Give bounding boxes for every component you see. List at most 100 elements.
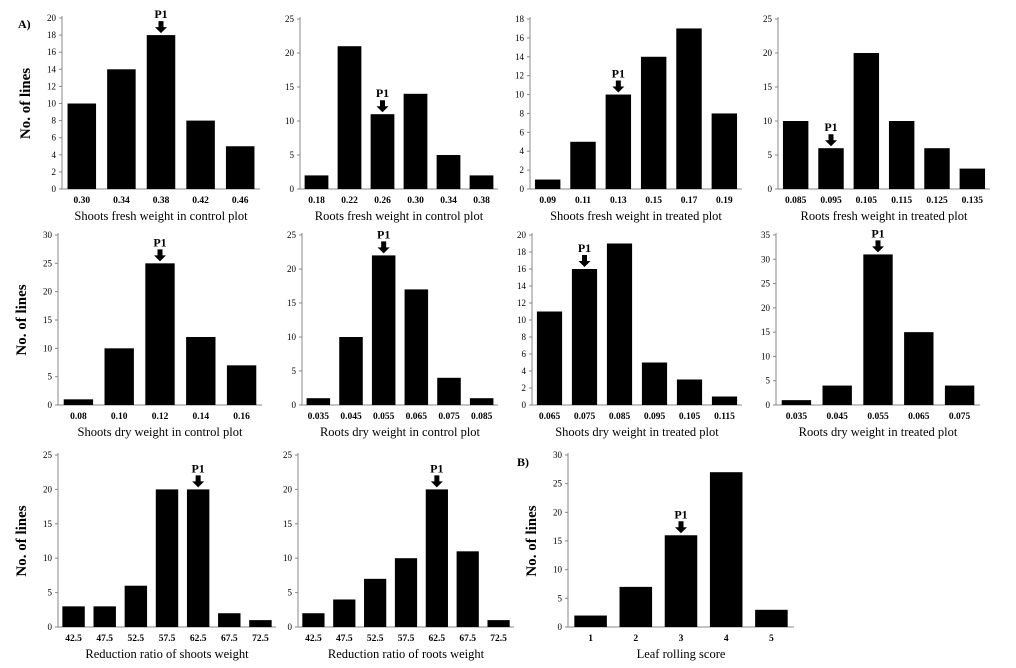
bar-67.5 — [456, 551, 479, 627]
bar-0.065 — [904, 332, 934, 405]
panel-letter-b: B) — [517, 455, 529, 469]
y-tick-label: 30 — [761, 254, 771, 264]
bar-0.115 — [711, 396, 738, 405]
y-tick-label: 20 — [517, 230, 527, 240]
y-tick-label: 10 — [515, 90, 525, 100]
y-tick-label: 12 — [47, 81, 56, 91]
y-tick-label: 30 — [43, 230, 53, 240]
bar-0.19 — [711, 113, 738, 189]
chart-panel-1: 0 2 4 6 8 10 12 14 16 18 20 0.30 0.34 0.38 0.42 0.46 P1 S… — [18, 7, 260, 223]
y-tick-label: 4 — [52, 150, 57, 160]
x-category-label: 0.17 — [681, 196, 698, 206]
x-category-label: 0.38 — [153, 196, 170, 206]
bar-0.105 — [853, 53, 880, 189]
x-category-label: 57.5 — [159, 634, 176, 644]
bar-0.17 — [676, 28, 702, 190]
bar-0.075 — [437, 377, 461, 405]
x-category-label: 0.105 — [856, 196, 878, 206]
y-tick-label: 20 — [47, 13, 57, 23]
arrow-down-icon — [377, 241, 390, 254]
x-category-label: 62.5 — [190, 634, 207, 644]
p1-marker-label: P1 — [154, 7, 167, 21]
x-category-label: 3 — [679, 634, 684, 644]
x-category-label: 0.22 — [341, 196, 358, 206]
bar-0.125 — [924, 148, 950, 189]
y-axis-label: No. of lines — [524, 505, 540, 576]
y-tick-label: 2 — [520, 165, 525, 175]
x-axis-label: Shoots dry weight in treated plot — [555, 425, 719, 439]
x-category-label: 0.105 — [679, 412, 701, 422]
x-category-label: 0.115 — [714, 412, 735, 422]
y-tick-label: 4 — [520, 146, 525, 156]
y-tick-label: 30 — [553, 450, 563, 460]
x-category-label: 72.5 — [252, 634, 269, 644]
y-tick-label: 5 — [48, 372, 53, 382]
bar-47.5 — [333, 599, 356, 627]
bar-57.5 — [155, 489, 179, 627]
y-tick-label: 5 — [288, 588, 293, 598]
y-tick-label: 5 — [48, 588, 53, 598]
y-tick-label: 5 — [558, 593, 563, 603]
p1-marker-label: P1 — [674, 507, 687, 521]
bar-0.34 — [436, 155, 461, 189]
y-tick-label: 20 — [283, 484, 293, 494]
bar-0.075 — [571, 269, 598, 405]
bar-0.055 — [371, 255, 396, 405]
p1-marker-label: P1 — [824, 120, 837, 134]
y-tick-label: 10 — [43, 343, 53, 353]
y-tick-label: 0 — [558, 622, 563, 632]
y-tick-label: 14 — [515, 52, 525, 62]
y-tick-label: 0 — [766, 400, 771, 410]
y-tick-label: 10 — [761, 351, 771, 361]
bar-52.5 — [364, 578, 387, 627]
bar-42.5 — [62, 606, 85, 627]
y-tick-label: 25 — [761, 279, 771, 289]
bar-0.065 — [404, 289, 429, 405]
y-tick-label: 18 — [517, 247, 527, 257]
y-tick-label: 15 — [43, 315, 53, 325]
x-category-label: 52.5 — [367, 634, 384, 644]
bar-0.30 — [67, 103, 97, 189]
bar-0.055 — [863, 254, 893, 405]
x-category-label: 0.42 — [192, 196, 209, 206]
x-axis-label: Roots fresh weight in control plot — [315, 209, 484, 223]
x-category-label: 0.035 — [786, 412, 808, 422]
chart-panel-2: 0 5 10 15 20 25 0.18 0.22 0.26 0.30 0.34 0.38 P1 Root… — [285, 14, 498, 223]
y-tick-label: 25 — [283, 450, 293, 460]
x-axis-label: Reduction ratio of roots weight — [328, 647, 485, 661]
x-category-label: 4 — [724, 634, 729, 644]
bar-57.5 — [394, 558, 418, 627]
arrow-down-icon — [154, 249, 166, 262]
x-axis-label: Shoots dry weight in control plot — [78, 425, 243, 439]
x-category-label: 72.5 — [490, 634, 507, 644]
x-category-label: 0.16 — [233, 412, 250, 422]
chart-panel-4: 0 5 10 15 20 25 0.085 0.095 0.105 0.115 0.125 0.135… — [763, 14, 990, 223]
x-category-label: 0.34 — [440, 196, 457, 206]
x-category-label: 0.14 — [192, 412, 209, 422]
bar-0.15 — [640, 56, 667, 190]
x-category-label: 0.085 — [785, 196, 807, 206]
bar-0.095 — [641, 362, 668, 405]
p1-marker-label: P1 — [430, 461, 443, 475]
x-category-label: 2 — [633, 634, 638, 644]
bar-52.5 — [124, 585, 148, 627]
x-category-label: 47.5 — [336, 634, 353, 644]
y-tick-label: 15 — [43, 519, 53, 529]
bar-0.26 — [370, 114, 395, 189]
y-tick-label: 8 — [52, 116, 57, 126]
panel-letter-a: A) — [18, 17, 31, 31]
bar-0.10 — [104, 348, 134, 405]
y-tick-label: 16 — [515, 33, 525, 43]
chart-panel-10: 0 5 10 15 20 25 42.5 47.5 52.5 57.5 62.5 67.5 72.5 P1… — [283, 450, 514, 661]
y-tick-label: 0 — [48, 400, 53, 410]
x-category-label: 0.095 — [820, 196, 842, 206]
p1-marker-label: P1 — [612, 67, 625, 81]
y-tick-label: 20 — [43, 484, 53, 494]
x-category-label: 0.055 — [373, 412, 395, 422]
y-tick-label: 14 — [47, 64, 57, 74]
bar-67.5 — [218, 613, 241, 627]
y-tick-label: 16 — [47, 47, 57, 57]
x-category-label: 0.075 — [438, 412, 460, 422]
bar-72.5 — [487, 620, 510, 627]
y-tick-label: 16 — [517, 264, 527, 274]
